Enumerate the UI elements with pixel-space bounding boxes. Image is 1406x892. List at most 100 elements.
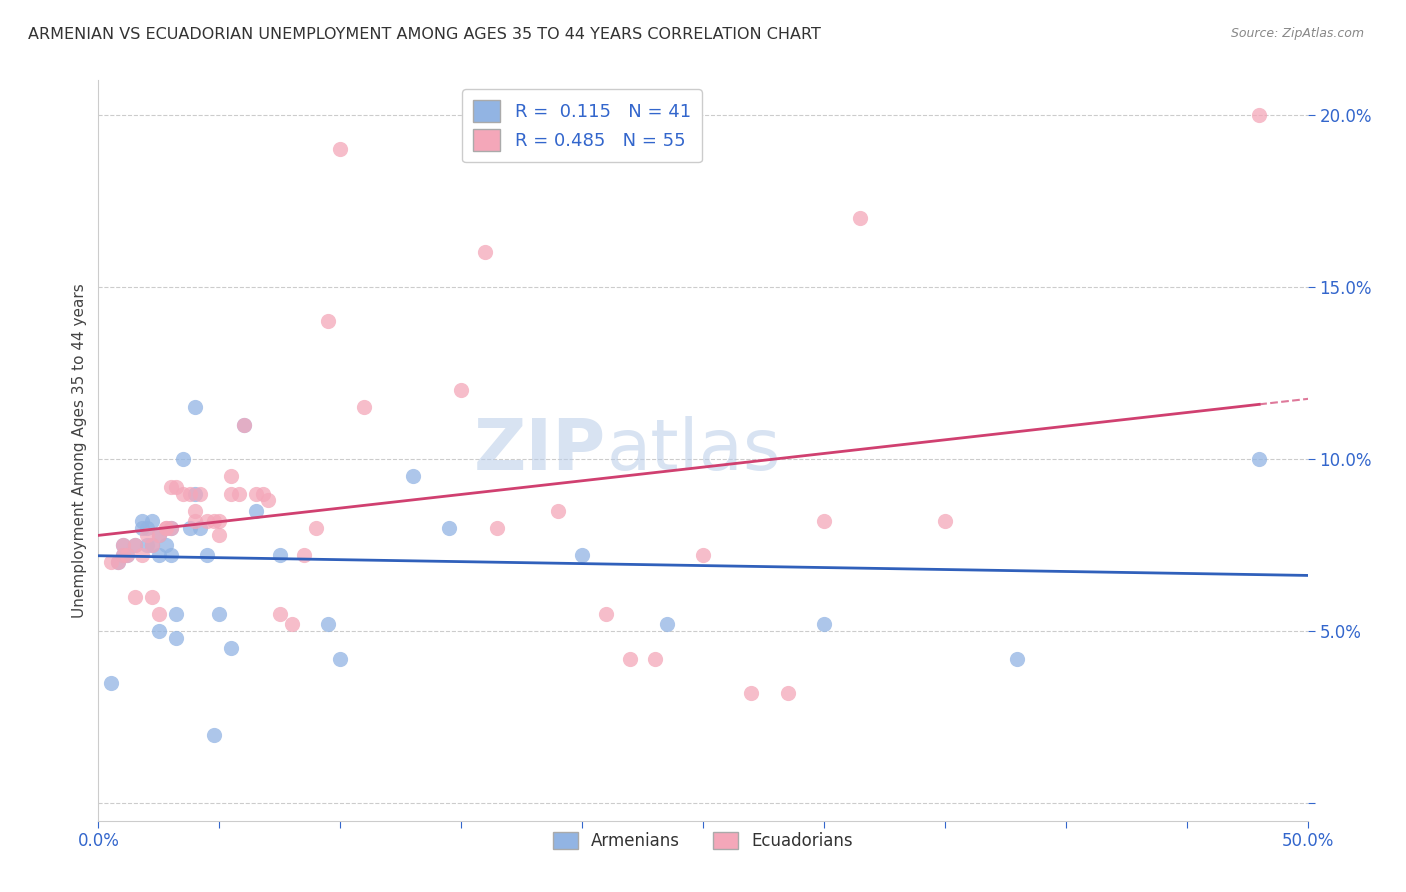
Point [204, 514, 226, 528]
Point [111, 538, 134, 552]
Point [135, 528, 157, 542]
Point [135, 538, 157, 552]
Point [292, 549, 315, 563]
Point [155, 521, 177, 535]
Point [148, 549, 170, 563]
Point [232, 417, 254, 432]
Point [141, 538, 163, 552]
Point [141, 514, 163, 528]
Point [245, 486, 267, 500]
Point [474, 245, 496, 260]
Point [124, 590, 146, 604]
Point [148, 624, 170, 639]
Point [135, 521, 157, 535]
Point [184, 504, 207, 518]
Point [141, 538, 163, 552]
Legend: Armenians, Ecuadorians: Armenians, Ecuadorians [546, 825, 860, 856]
Point [619, 652, 641, 666]
Point [305, 521, 328, 535]
Point [179, 521, 201, 535]
Point [776, 686, 799, 700]
Point [124, 538, 146, 552]
Point [165, 480, 187, 494]
Point [155, 538, 177, 552]
Point [124, 538, 146, 552]
Point [165, 607, 187, 621]
Point [204, 727, 226, 741]
Point [934, 514, 956, 528]
Point [329, 652, 352, 666]
Point [1007, 652, 1029, 666]
Point [188, 521, 211, 535]
Text: ARMENIAN VS ECUADORIAN UNEMPLOYMENT AMONG AGES 35 TO 44 YEARS CORRELATION CHART: ARMENIAN VS ECUADORIAN UNEMPLOYMENT AMON… [28, 27, 821, 42]
Point [849, 211, 872, 225]
Point [402, 469, 425, 483]
Text: atlas: atlas [606, 416, 780, 485]
Point [269, 549, 291, 563]
Point [100, 555, 122, 569]
Text: Source: ZipAtlas.com: Source: ZipAtlas.com [1230, 27, 1364, 40]
Point [740, 686, 762, 700]
Text: ZIP: ZIP [474, 416, 606, 485]
Point [655, 617, 678, 632]
Point [813, 514, 835, 528]
Point [131, 514, 153, 528]
Point [184, 514, 207, 528]
Point [165, 631, 187, 645]
Point [195, 514, 218, 528]
Point [547, 504, 569, 518]
Point [188, 486, 211, 500]
Point [1249, 108, 1271, 122]
Point [813, 617, 835, 632]
Point [148, 528, 170, 542]
Point [252, 486, 274, 500]
Point [437, 521, 460, 535]
Point [100, 676, 122, 690]
Point [111, 549, 134, 563]
Point [107, 555, 129, 569]
Point [486, 521, 509, 535]
Point [228, 486, 250, 500]
Point [595, 607, 617, 621]
Point [232, 417, 254, 432]
Point [221, 641, 243, 656]
Point [160, 549, 183, 563]
Point [245, 504, 267, 518]
Point [148, 528, 170, 542]
Point [208, 514, 231, 528]
Point [281, 617, 304, 632]
Point [221, 469, 243, 483]
Point [160, 521, 183, 535]
Point [131, 521, 153, 535]
Point [131, 549, 153, 563]
Point [117, 549, 139, 563]
Y-axis label: Unemployment Among Ages 35 to 44 years: Unemployment Among Ages 35 to 44 years [72, 283, 87, 618]
Point [160, 480, 183, 494]
Point [450, 383, 472, 397]
Point [692, 549, 714, 563]
Point [179, 486, 201, 500]
Point [117, 549, 139, 563]
Point [111, 549, 134, 563]
Point [184, 401, 207, 415]
Point [155, 521, 177, 535]
Point [316, 314, 339, 328]
Point [107, 555, 129, 569]
Point [111, 538, 134, 552]
Point [644, 652, 666, 666]
Point [195, 549, 218, 563]
Point [316, 617, 339, 632]
Point [1249, 452, 1271, 467]
Point [353, 401, 375, 415]
Point [256, 493, 278, 508]
Point [329, 142, 352, 156]
Point [141, 590, 163, 604]
Point [221, 486, 243, 500]
Point [148, 607, 170, 621]
Point [208, 528, 231, 542]
Point [172, 486, 194, 500]
Point [269, 607, 291, 621]
Point [184, 486, 207, 500]
Point [172, 452, 194, 467]
Point [571, 549, 593, 563]
